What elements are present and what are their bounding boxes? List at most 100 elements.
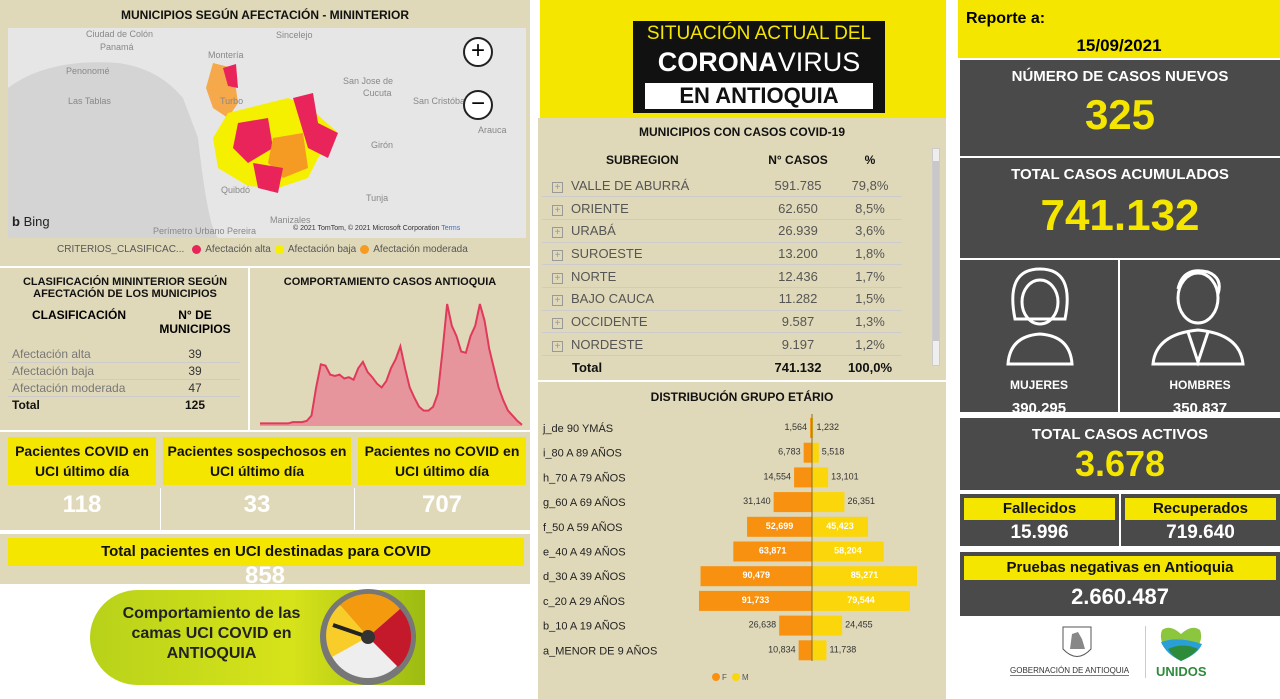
scrollbar-thumb[interactable] — [933, 161, 939, 341]
expand-icon[interactable]: + — [552, 340, 563, 352]
bar-label-female: 90,479 — [743, 570, 771, 580]
expand-icon[interactable]: + — [552, 317, 563, 329]
bar-female[interactable] — [798, 640, 812, 661]
nuevos-panel: NÚMERO DE CASOS NUEVOS 325 — [960, 60, 1280, 156]
region-west — [233, 118, 273, 163]
bar-male[interactable] — [812, 516, 868, 537]
bar-label-male: 79,544 — [847, 595, 875, 605]
bar-male[interactable] — [812, 615, 843, 636]
expand-icon[interactable]: + — [552, 272, 563, 284]
municipios-title: MUNICIPIOS CON CASOS COVID-19 — [638, 125, 846, 139]
uci-beds-banner[interactable]: Comportamiento de las camas UCI COVID en… — [90, 589, 425, 685]
expand-icon[interactable]: + — [552, 295, 563, 307]
bar-female[interactable] — [773, 492, 812, 513]
total-row: Total 741.132 100,0% — [542, 356, 902, 379]
bar-female[interactable] — [794, 467, 812, 488]
percent-cell: 1,3% — [838, 310, 902, 334]
table-row[interactable]: + URABÁ 26.939 3,6% — [542, 219, 902, 243]
header-percent[interactable]: % — [864, 153, 876, 167]
table-row[interactable]: + OCCIDENTE 9.587 1,3% — [542, 310, 902, 334]
total-percent: 100,0% — [847, 359, 893, 375]
table-row[interactable]: + VALLE DE ABURRÁ 591.785 79,8% — [542, 174, 902, 198]
bar-male[interactable] — [812, 442, 819, 463]
bar-male[interactable] — [812, 590, 910, 611]
header-subregion[interactable]: SUBREGION — [606, 153, 679, 167]
table-row[interactable]: + NORTE 12.436 1,7% — [542, 264, 902, 288]
legend-f[interactable]: F — [722, 673, 727, 682]
bar-male[interactable] — [812, 541, 884, 562]
logo-virus: VIRUS — [777, 47, 861, 77]
bar-male[interactable] — [812, 467, 829, 488]
bar-female[interactable] — [733, 541, 812, 562]
cases-cell: 12.436 — [758, 264, 838, 288]
bar-label-female: 14,554 — [764, 471, 792, 481]
cases-area-chart — [260, 303, 523, 426]
banner-line3: ANTIOQUIA — [166, 645, 257, 662]
acumulados-label: TOTAL CASOS ACUMULADOS — [1011, 166, 1229, 183]
bar-female[interactable] — [699, 590, 812, 611]
zoom-in-button[interactable]: + — [463, 37, 493, 67]
banner-text: Comportamiento de las camas UCI COVID en… — [104, 604, 319, 664]
bar-male[interactable] — [812, 640, 827, 661]
legend-baja[interactable]: Afectación baja — [287, 244, 357, 255]
subregion-cell: + SUROESTE — [542, 242, 758, 266]
bar-female[interactable] — [700, 566, 812, 587]
bar-female[interactable] — [779, 615, 812, 636]
row-label: Afectación baja — [8, 362, 150, 380]
expand-icon[interactable]: + — [552, 227, 563, 239]
bar-label-female: 1,564 — [785, 422, 808, 432]
bar-label-male: 45,423 — [826, 521, 854, 531]
table-row[interactable]: + ORIENTE 62.650 8,5% — [542, 196, 902, 220]
expand-icon[interactable]: + — [552, 204, 563, 216]
bar-label-male: 26,351 — [847, 496, 875, 506]
subregion-name: VALLE DE ABURRÁ — [571, 177, 690, 193]
age-category-label: c_20 A 29 AÑOS — [543, 595, 625, 608]
fallecidos-label: Fallecidos — [964, 498, 1115, 520]
table-row[interactable]: + SUROESTE 13.200 1,8% — [542, 242, 902, 266]
unidos-logo-text: UNIDOS — [1156, 664, 1207, 679]
legend-moderada[interactable]: Afectación moderada — [373, 244, 468, 255]
zoom-out-button[interactable]: − — [463, 90, 493, 120]
report-label: Reporte a: — [966, 10, 1046, 27]
gobernacion-logo-text: GOBERNACIÓN DE ANTIOQUIA — [1010, 666, 1130, 676]
map-canvas[interactable] — [8, 28, 526, 238]
hombres-label: HOMBRES — [1169, 378, 1231, 392]
header-n-casos[interactable]: N° CASOS — [768, 153, 828, 167]
age-pyramid-chart: j_de 90 YMÁS 1,564 1,232 i_80 A 89 AÑOS 6,78… — [542, 414, 918, 682]
age-category-label: d_30 A 39 AÑOS — [543, 570, 626, 583]
age-category-label: g_60 A 69 AÑOS — [543, 496, 626, 509]
expand-icon[interactable]: + — [552, 249, 563, 261]
bar-male[interactable] — [812, 566, 918, 587]
area-fill — [260, 304, 522, 426]
bar-label-female: 6,783 — [778, 447, 801, 457]
map-label: Arauca — [478, 125, 507, 135]
recuperados-label: Recuperados — [1125, 498, 1276, 520]
map-label: Montería — [208, 50, 244, 60]
legend-alta[interactable]: Afectación alta — [205, 244, 271, 255]
bar-label-female: 31,140 — [743, 496, 771, 506]
bar-female[interactable] — [747, 516, 812, 537]
bing-icon: b — [12, 214, 20, 229]
total-cases: 741.132 — [774, 359, 822, 375]
bar-male[interactable] — [812, 492, 845, 513]
logo-line2: CORONAVIRUS — [633, 47, 885, 78]
legend-m[interactable]: M — [742, 673, 749, 682]
cases-cell: 11.282 — [758, 287, 838, 311]
table-row[interactable]: + BAJO CAUCA 11.282 1,5% — [542, 287, 902, 311]
nuevos-value: 325 — [1084, 91, 1156, 138]
recuperados-value: 719.640 — [1166, 522, 1235, 543]
table-scrollbar[interactable] — [932, 148, 940, 366]
map[interactable]: Ciudad de Colón Panamá Penonomé Las Tabl… — [8, 28, 526, 238]
expand-icon[interactable]: + — [552, 181, 563, 193]
gobernacion-shield-icon — [1062, 626, 1092, 657]
bar-label-female: 10,834 — [768, 644, 796, 654]
table-row[interactable]: + NORDESTE 9.197 1,2% — [542, 332, 902, 356]
terms-link[interactable]: Terms — [441, 225, 461, 232]
fallecidos-panel: Fallecidos 15.996 — [960, 494, 1119, 546]
subregion-cell: + OCCIDENTE — [542, 310, 758, 334]
bar-male[interactable] — [812, 418, 814, 438]
subregion-name: BAJO CAUCA — [571, 291, 655, 307]
bar-female[interactable] — [803, 442, 812, 463]
bar-female[interactable] — [810, 418, 812, 438]
row-value: 39 — [150, 346, 240, 363]
